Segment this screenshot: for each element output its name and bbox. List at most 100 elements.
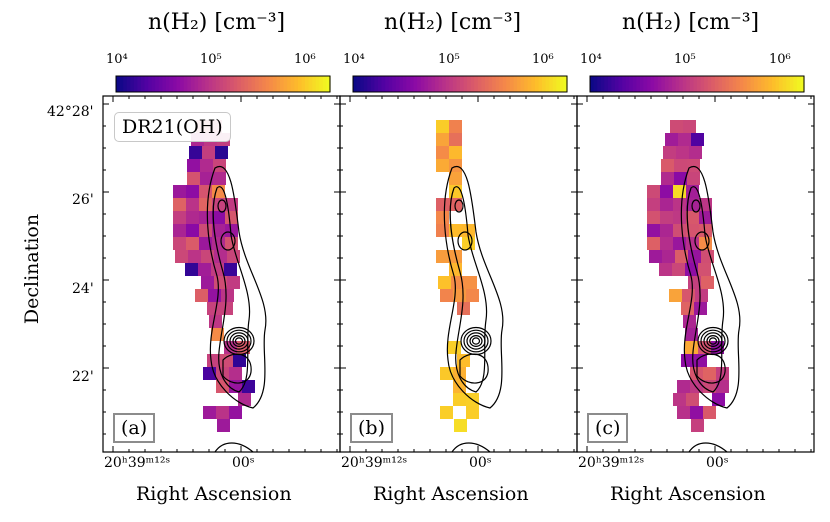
map-pixel	[186, 185, 199, 198]
map-pixel	[683, 120, 696, 133]
map-pixel	[440, 406, 453, 419]
map-pixel	[660, 185, 673, 198]
contour-ring-3	[706, 335, 720, 348]
map-pixel	[440, 289, 453, 302]
contour-ring-1	[226, 329, 252, 353]
colorbar-b	[352, 75, 568, 93]
map-pixel	[678, 133, 691, 146]
map-pixel	[187, 159, 200, 172]
contour-outer	[443, 165, 504, 409]
map-pixel	[673, 224, 686, 237]
map-pixel	[712, 393, 725, 406]
map-pixel	[199, 211, 212, 224]
map-pixel	[173, 211, 186, 224]
map-pixel	[686, 393, 699, 406]
x-tick-b-2: 00ˢ	[469, 455, 492, 471]
contour-mid	[449, 186, 488, 393]
map-pixel	[672, 263, 685, 276]
map-pixel	[647, 185, 660, 198]
x-axis-label-a: Right Ascension	[136, 483, 292, 505]
colorbar-title-b: n(H₂) [cm⁻³]	[384, 10, 522, 35]
y-tick-22: 22'	[72, 369, 94, 385]
cbar-a-tick-2: 10⁵	[200, 52, 222, 67]
map-pixel	[213, 172, 226, 185]
map-pixel	[233, 354, 246, 367]
contour-ring-4	[234, 337, 244, 345]
x-tick-a-1: 20ʰ39ᵐ¹²ˢ	[104, 455, 171, 471]
contour-ring-4	[708, 337, 718, 345]
map-pixel	[681, 354, 694, 367]
map-pixel	[186, 211, 199, 224]
map-pixel	[661, 172, 674, 185]
map-pixel	[186, 198, 199, 211]
map-pixel	[207, 302, 220, 315]
colorbar-title-c: n(H₂) [cm⁻³]	[622, 10, 760, 35]
contours-c	[680, 165, 741, 453]
map-pixel	[215, 146, 228, 159]
map-pixel	[647, 211, 660, 224]
map-pixel	[200, 159, 213, 172]
panel-tag-b: (b)	[350, 413, 393, 443]
contour-outer	[206, 165, 267, 409]
map-pixel	[449, 224, 462, 237]
map-pixel	[464, 276, 477, 289]
map-pixel	[703, 406, 716, 419]
contour-core-2	[694, 231, 710, 251]
map-pixel	[212, 211, 225, 224]
map-pixel	[448, 341, 461, 354]
map-pixel	[677, 406, 690, 419]
contour-south	[459, 353, 489, 384]
x-tick-b-1: 20ʰ39ᵐ¹²ˢ	[341, 455, 408, 471]
map-pixel	[227, 276, 240, 289]
contour-ring-4	[471, 337, 481, 345]
contour-ring-2	[466, 332, 486, 350]
contour-core-1	[454, 199, 464, 213]
contour-ring-3	[469, 335, 483, 348]
map-pixel	[454, 419, 467, 432]
map-pixel	[670, 120, 683, 133]
map-pixel	[198, 263, 211, 276]
map-pixel	[173, 198, 186, 211]
map-panel-b	[339, 95, 578, 453]
map-pixel	[220, 354, 233, 367]
map-pixel	[660, 198, 673, 211]
map-pixel	[683, 315, 696, 328]
map-pixel	[202, 146, 215, 159]
map-pixel	[212, 224, 225, 237]
map-pixel	[703, 367, 716, 380]
map-pixel	[200, 172, 213, 185]
map-pixel	[449, 133, 462, 146]
contour-bottom	[451, 442, 491, 453]
contour-south	[222, 353, 252, 384]
contour-bottom	[214, 442, 254, 453]
cbar-c-tick-1: 10⁴	[580, 52, 602, 67]
map-pixel	[694, 302, 707, 315]
map-panel-a	[102, 95, 341, 453]
contours-b	[443, 165, 504, 453]
contour-core-1	[691, 199, 701, 213]
map-pixel	[673, 198, 686, 211]
panel-tag-a: (a)	[113, 413, 156, 443]
map-pixel	[229, 406, 242, 419]
map-pixel	[661, 159, 674, 172]
contour-ring-2	[229, 332, 249, 350]
cbar-c-tick-3: 10⁶	[769, 52, 791, 67]
map-pixel	[662, 250, 675, 263]
map-pixel	[663, 146, 676, 159]
map-pixel	[189, 146, 202, 159]
panel-frame-c	[576, 95, 815, 453]
map-pixel	[691, 133, 704, 146]
contour-bottom	[688, 442, 728, 453]
contour-core-2	[457, 231, 473, 251]
map-pixel	[213, 159, 226, 172]
contour-ring-2	[703, 332, 723, 350]
map-pixel	[695, 289, 708, 302]
map-pixel	[195, 289, 208, 302]
map-pixel	[220, 302, 233, 315]
map-pixel	[691, 419, 704, 432]
map-pixel	[188, 250, 201, 263]
map-pixel	[436, 159, 449, 172]
map-pixel	[686, 211, 699, 224]
map-pixel	[688, 250, 701, 263]
contour-ring-1	[700, 329, 726, 353]
